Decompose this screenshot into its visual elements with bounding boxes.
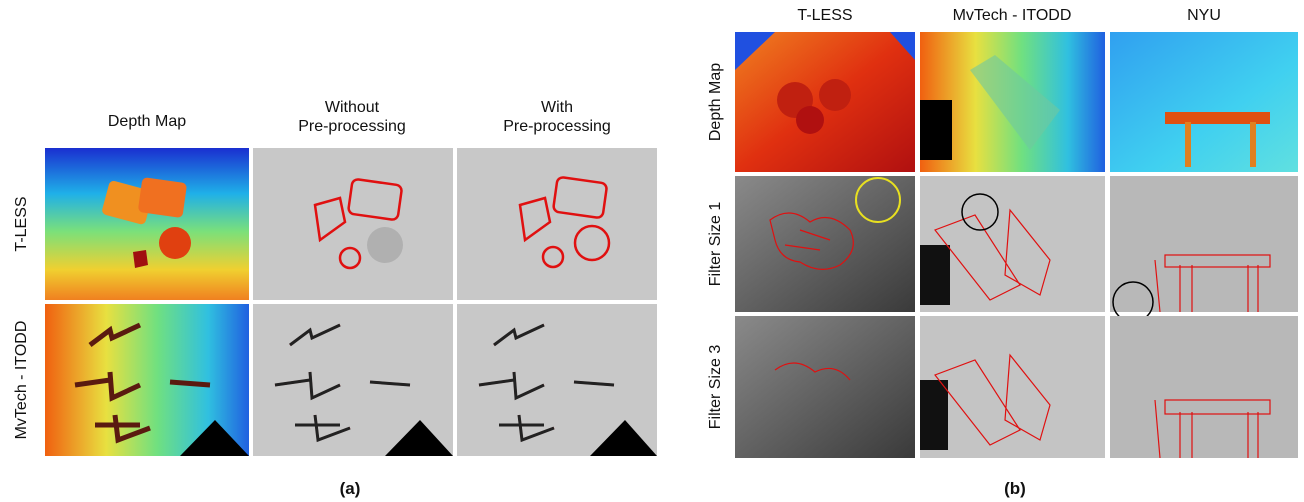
row-label: MvTech - ITODD xyxy=(13,321,30,440)
column-header: NYU xyxy=(1187,7,1221,24)
caption: (b) xyxy=(1004,479,1026,498)
image xyxy=(253,148,453,300)
image xyxy=(735,176,915,312)
image xyxy=(920,176,1105,312)
image xyxy=(45,148,249,300)
column-header: MvTech - ITODD xyxy=(953,7,1072,24)
image xyxy=(1110,32,1298,172)
image xyxy=(920,316,1105,458)
image xyxy=(1110,176,1298,322)
image xyxy=(735,316,915,458)
page: Depth Map WithoutPre-processing WithPre-… xyxy=(0,0,1304,502)
image xyxy=(735,32,915,172)
image xyxy=(45,304,249,456)
row-label: Depth Map xyxy=(707,63,724,141)
image xyxy=(457,148,657,300)
image xyxy=(457,304,657,456)
row-label: Filter Size 3 xyxy=(707,345,724,430)
column-header: Depth Map xyxy=(108,113,186,130)
image xyxy=(253,304,453,456)
row-label: Filter Size 1 xyxy=(707,202,724,287)
image xyxy=(1110,316,1298,458)
figure: Depth Map WithoutPre-processing WithPre-… xyxy=(0,0,1304,502)
caption: (a) xyxy=(340,479,361,498)
row-label: T-LESS xyxy=(13,196,30,251)
image xyxy=(920,32,1105,172)
column-header: T-LESS xyxy=(797,7,852,24)
